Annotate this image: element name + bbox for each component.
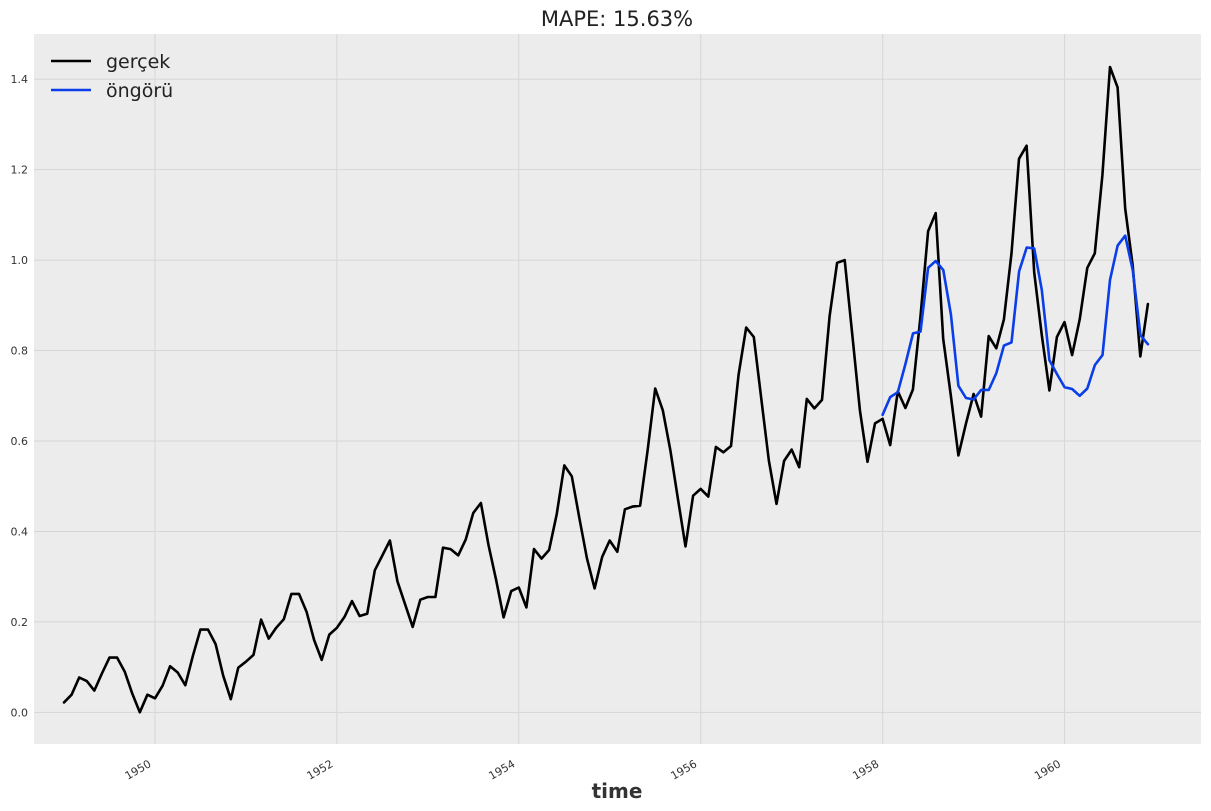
x-tick-label: 1950 xyxy=(123,757,154,782)
chart-title: MAPE: 15.63% xyxy=(541,7,693,31)
x-tick-label: 1960 xyxy=(1032,757,1063,782)
y-tick-label: 0.6 xyxy=(11,435,29,448)
plot-area xyxy=(34,34,1201,744)
y-tick-label: 0.0 xyxy=(11,706,29,719)
y-tick-label: 1.2 xyxy=(11,164,29,177)
grid xyxy=(34,34,1201,744)
y-tick-label: 0.8 xyxy=(11,345,29,358)
x-axis-label: time xyxy=(592,779,643,803)
series-layer xyxy=(62,65,1150,714)
x-tick-label: 1954 xyxy=(487,757,518,782)
y-tick-label: 1.4 xyxy=(11,73,29,86)
legend-label-1: öngörü xyxy=(106,80,173,102)
series-line-0 xyxy=(62,65,1150,714)
y-tick-label: 1.0 xyxy=(11,254,29,267)
legend: gerçek öngörü xyxy=(51,51,173,102)
legend-label-0: gerçek xyxy=(106,51,170,73)
series-line-1 xyxy=(881,234,1150,417)
y-tick-label: 0.2 xyxy=(11,616,29,629)
y-tick-label: 0.4 xyxy=(11,525,29,538)
x-tick-label: 1958 xyxy=(850,757,881,782)
x-tick-label: 1956 xyxy=(668,757,699,782)
y-axis: 0.0 0.2 0.4 0.6 0.8 1.0 1.2 1.4 xyxy=(11,73,29,719)
x-tick-label: 1952 xyxy=(305,757,336,782)
